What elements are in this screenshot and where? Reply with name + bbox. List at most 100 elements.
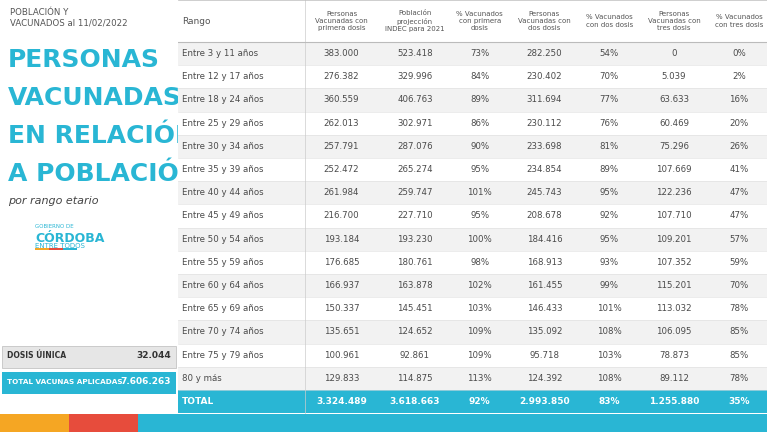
Text: 57%: 57% [729, 235, 749, 244]
Text: 5.039: 5.039 [662, 72, 686, 81]
Text: PERSONAS: PERSONAS [8, 48, 160, 72]
Text: 100.961: 100.961 [324, 351, 359, 360]
Text: 114.875: 114.875 [397, 374, 433, 383]
Text: 75.296: 75.296 [659, 142, 689, 151]
Bar [49, 248, 63, 250]
Text: 93%: 93% [600, 258, 619, 267]
Text: Personas
Vacunadas con
tres dosis: Personas Vacunadas con tres dosis [647, 11, 700, 31]
Text: 287.076: 287.076 [397, 142, 433, 151]
Text: 102%: 102% [467, 281, 492, 290]
Bar [178, 367, 767, 390]
Text: 227.710: 227.710 [397, 212, 433, 220]
Text: 129.833: 129.833 [324, 374, 359, 383]
Text: 47%: 47% [729, 188, 749, 197]
Text: 150.337: 150.337 [324, 304, 360, 313]
Text: 99%: 99% [600, 281, 619, 290]
Text: por rango etario: por rango etario [8, 196, 98, 206]
Text: 76%: 76% [600, 119, 619, 128]
Text: 77%: 77% [600, 95, 619, 105]
Text: 124.392: 124.392 [527, 374, 562, 383]
Text: 108%: 108% [597, 327, 622, 337]
Text: Entre 35 y 39 años: Entre 35 y 39 años [182, 165, 264, 174]
Text: 257.791: 257.791 [324, 142, 359, 151]
Text: 2%: 2% [732, 72, 746, 81]
Text: 216.700: 216.700 [324, 212, 360, 220]
Bar [0, 414, 69, 432]
Text: 184.416: 184.416 [527, 235, 562, 244]
Text: 233.698: 233.698 [527, 142, 562, 151]
Text: 523.418: 523.418 [397, 49, 433, 58]
Bar [178, 111, 767, 135]
Text: 282.250: 282.250 [527, 49, 562, 58]
Text: 107.352: 107.352 [657, 258, 692, 267]
Text: 261.984: 261.984 [324, 188, 359, 197]
Text: 80 y más: 80 y más [182, 374, 222, 383]
Text: 95%: 95% [470, 165, 489, 174]
Text: 35%: 35% [728, 397, 749, 406]
Text: 208.678: 208.678 [527, 212, 562, 220]
Text: 108%: 108% [597, 374, 622, 383]
Text: 70%: 70% [600, 72, 619, 81]
Bar [2, 372, 176, 394]
Text: 180.761: 180.761 [397, 258, 433, 267]
Text: CÓRDOBA: CÓRDOBA [35, 232, 104, 245]
Text: 89%: 89% [470, 95, 489, 105]
Text: 81%: 81% [600, 142, 619, 151]
Text: 78.873: 78.873 [659, 351, 690, 360]
Text: Entre 18 y 24 años: Entre 18 y 24 años [182, 95, 264, 105]
Bar [178, 89, 767, 111]
Text: 98%: 98% [470, 258, 489, 267]
Text: 135.651: 135.651 [324, 327, 360, 337]
Bar [138, 414, 767, 432]
Text: Entre 45 y 49 años: Entre 45 y 49 años [182, 212, 264, 220]
Text: Entre 3 y 11 años: Entre 3 y 11 años [182, 49, 258, 58]
Text: 109%: 109% [467, 351, 492, 360]
Text: 230.112: 230.112 [527, 119, 562, 128]
Text: Entre 75 y 79 años: Entre 75 y 79 años [182, 351, 264, 360]
Text: 54%: 54% [600, 49, 619, 58]
Text: ENTRE TODOS: ENTRE TODOS [35, 243, 85, 249]
Bar [178, 321, 767, 343]
Text: % Vacunados
con primera
dosis: % Vacunados con primera dosis [456, 11, 503, 31]
Bar [2, 346, 176, 368]
Bar [178, 251, 767, 274]
Bar [63, 248, 77, 250]
Text: % Vacunados
con tres dosis: % Vacunados con tres dosis [715, 14, 763, 28]
Bar [178, 204, 767, 228]
Text: 259.747: 259.747 [397, 188, 433, 197]
Text: Personas
Vacunadas con
dos dosis: Personas Vacunadas con dos dosis [518, 11, 571, 31]
Bar [178, 390, 767, 413]
Text: 60.469: 60.469 [659, 119, 689, 128]
Text: Entre 12 y 17 años: Entre 12 y 17 años [182, 72, 264, 81]
Text: 113.032: 113.032 [657, 304, 692, 313]
Bar [69, 414, 138, 432]
Text: 193.230: 193.230 [397, 235, 433, 244]
Text: Entre 25 y 29 años: Entre 25 y 29 años [182, 119, 264, 128]
Text: 89.112: 89.112 [659, 374, 689, 383]
Text: 124.652: 124.652 [397, 327, 433, 337]
Text: 95%: 95% [600, 235, 619, 244]
Text: 383.000: 383.000 [324, 49, 360, 58]
Text: 161.455: 161.455 [527, 281, 562, 290]
Text: 73%: 73% [470, 49, 489, 58]
Text: 146.433: 146.433 [527, 304, 562, 313]
Text: 122.236: 122.236 [657, 188, 692, 197]
Text: 145.451: 145.451 [397, 304, 433, 313]
Text: 92%: 92% [469, 397, 491, 406]
Bar [178, 343, 767, 367]
Text: 245.743: 245.743 [527, 188, 562, 197]
Text: Entre 65 y 69 años: Entre 65 y 69 años [182, 304, 264, 313]
Text: Personas
Vacunadas con
primera dosis: Personas Vacunadas con primera dosis [315, 11, 368, 31]
Text: 168.913: 168.913 [527, 258, 562, 267]
Text: 107.669: 107.669 [657, 165, 692, 174]
Text: Entre 40 y 44 años: Entre 40 y 44 años [182, 188, 264, 197]
Text: 78%: 78% [729, 374, 749, 383]
Text: 92%: 92% [600, 212, 619, 220]
Text: 47%: 47% [729, 212, 749, 220]
Text: TOTAL VACUNAS APLICADAS: TOTAL VACUNAS APLICADAS [7, 379, 123, 385]
Text: GOBIERNO DE: GOBIERNO DE [35, 224, 74, 229]
Text: 109.201: 109.201 [657, 235, 692, 244]
Text: 113%: 113% [467, 374, 492, 383]
Bar [178, 274, 767, 297]
Text: 26%: 26% [729, 142, 749, 151]
